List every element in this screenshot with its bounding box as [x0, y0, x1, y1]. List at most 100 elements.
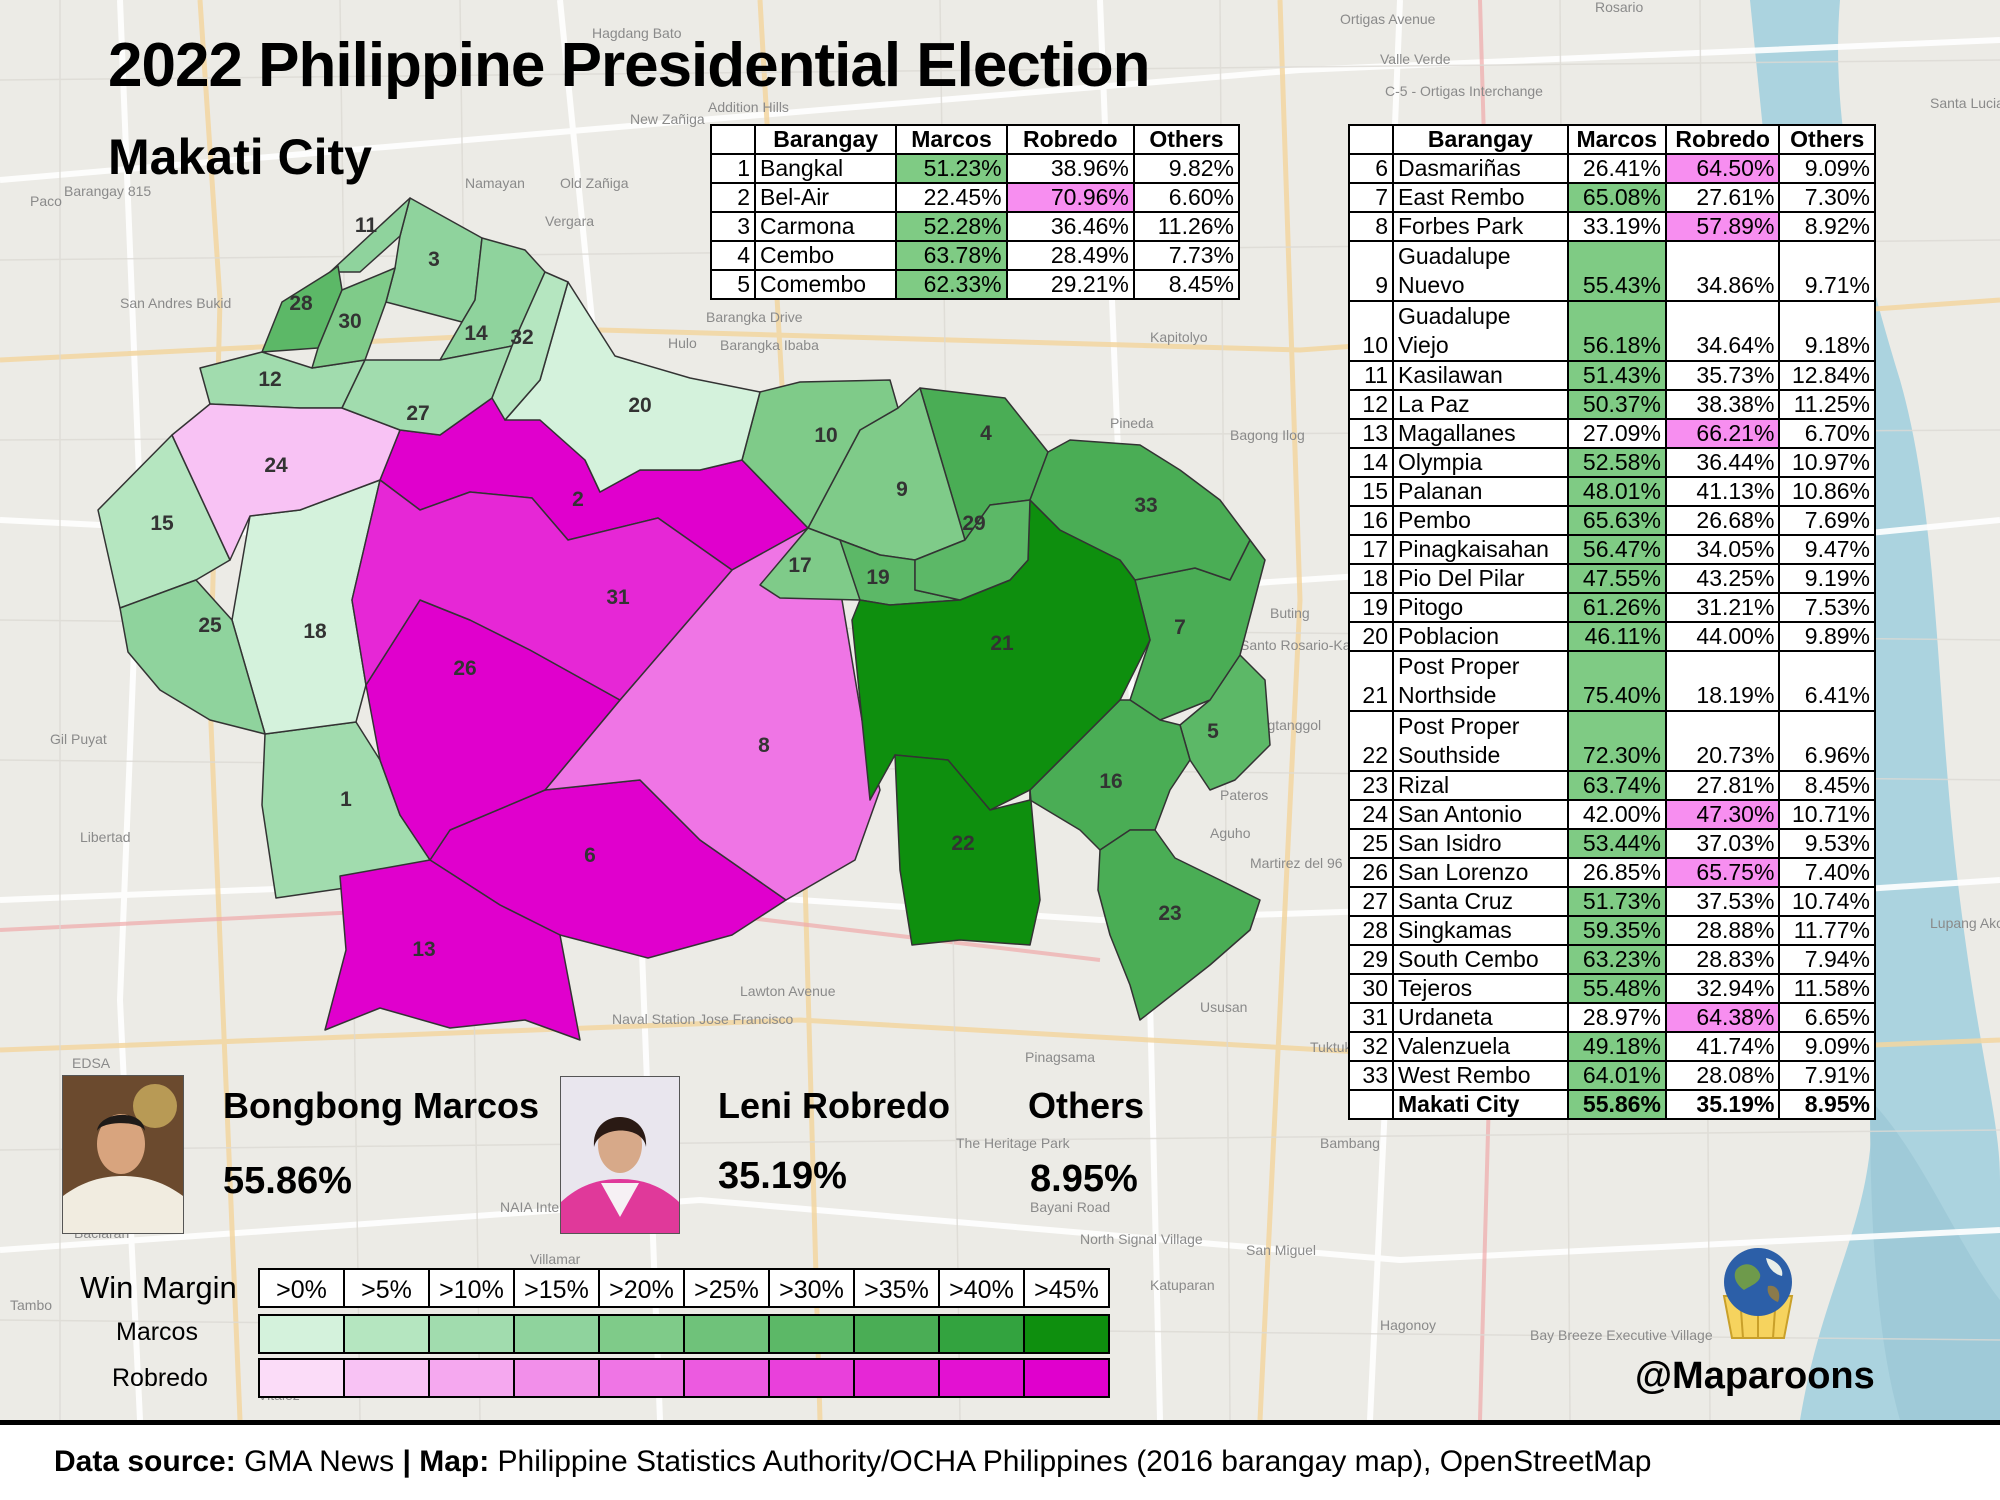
cell-robredo: 20.73% — [1664, 710, 1781, 772]
legend-swatch-marcos — [683, 1314, 770, 1354]
barangay-region-30 — [311, 267, 396, 369]
candidate-marcos-name: Bongbong Marcos — [223, 1085, 539, 1126]
table-header-row: Barangay Marcos Robredo Others — [1348, 124, 1876, 155]
cell-index: 23 — [1348, 770, 1394, 801]
cell-marcos: 50.37% — [1566, 389, 1667, 420]
barangay-label-29: 29 — [962, 512, 985, 535]
footer-source: Data source: GMA News | Map: Philippine … — [54, 1445, 1652, 1479]
table-row: 33 West Rembo 64.01% 28.08% 7.91% — [1348, 1060, 1876, 1091]
cell-marcos: 72.30% — [1566, 710, 1667, 772]
barangay-region-10 — [741, 379, 899, 529]
cell-others: 9.47% — [1778, 534, 1876, 565]
cell-robredo: 65.75% — [1664, 857, 1781, 888]
cell-index: 32 — [1348, 1031, 1394, 1062]
cell-index: 20 — [1348, 621, 1394, 652]
table-row: 4 Cembo 63.78% 28.49% 7.73% — [710, 240, 1241, 271]
legend-swatch-robredo — [683, 1358, 770, 1398]
cell-barangay: Valenzuela — [1392, 1031, 1569, 1062]
basemap-place-label: Bayani Road — [1030, 1199, 1110, 1215]
cell-index: 4 — [710, 240, 756, 271]
cell-barangay: East Rembo — [1392, 182, 1569, 213]
cell-index: 11 — [1348, 360, 1394, 391]
cell-barangay: Santa Cruz — [1392, 886, 1569, 917]
table-row: 19 Pitogo 61.26% 31.21% 7.53% — [1348, 592, 1876, 623]
basemap-place-label: Pinagsama — [1025, 1049, 1095, 1065]
cell-marcos: 28.97% — [1566, 1002, 1667, 1033]
basemap-place-label: Barangka Drive — [706, 309, 803, 325]
cell-marcos: 59.35% — [1566, 915, 1667, 946]
cell-marcos: 75.40% — [1566, 650, 1667, 712]
cell-others: 12.84% — [1778, 360, 1876, 391]
cell-index: 7 — [1348, 182, 1394, 213]
cell-index: 33 — [1348, 1060, 1394, 1091]
barangay-region-22 — [894, 754, 1041, 946]
cell-others: 11.25% — [1778, 389, 1876, 420]
barangay-label-31: 31 — [606, 586, 630, 609]
cell-barangay: Olympia — [1392, 447, 1569, 478]
cell-robredo: 28.08% — [1664, 1060, 1781, 1091]
cell-marcos: 46.11% — [1566, 621, 1667, 652]
barangay-label-26: 26 — [453, 657, 476, 680]
cell-others: 6.41% — [1778, 650, 1876, 712]
cell-robredo: 34.86% — [1664, 240, 1781, 302]
basemap-place-label: Aguho — [1210, 825, 1251, 841]
cell-others: 8.45% — [1778, 770, 1876, 801]
cell-others: 7.30% — [1778, 182, 1876, 213]
cell-others: 9.19% — [1778, 563, 1876, 594]
legend-row-robredo: Robredo — [112, 1364, 208, 1392]
candidate-others-name: Others — [1028, 1085, 1145, 1126]
barangay-label-24: 24 — [264, 454, 288, 477]
basemap-place-label: Katuparan — [1150, 1277, 1215, 1293]
table-row: 22 Post Proper Southside 72.30% 20.73% 6.96% — [1348, 710, 1876, 772]
basemap-place-label: Martirez del 96 — [1250, 855, 1343, 871]
cell-others: 10.71% — [1778, 799, 1876, 830]
legend-swatch-robredo — [938, 1358, 1025, 1398]
page-title: 2022 Philippine Presidential Election — [108, 31, 1150, 100]
barangay-name-line2: Viejo — [1398, 332, 1449, 358]
cell-barangay: South Cembo — [1392, 944, 1569, 975]
basemap-place-label: New Zañiga — [630, 111, 705, 127]
cell-robredo: 57.89% — [1664, 211, 1781, 242]
legend-swatch-robredo — [768, 1358, 855, 1398]
credit-handle: @Maparoons — [1635, 1355, 1875, 1397]
barangay-name-line1: Post Proper — [1398, 653, 1520, 679]
cell-others: 7.53% — [1778, 592, 1876, 623]
footer-separator: | — [402, 1445, 411, 1478]
cell-barangay: Urdaneta — [1392, 1002, 1569, 1033]
cell-marcos: 49.18% — [1566, 1031, 1667, 1062]
basemap-place-label: The Heritage Park — [956, 1135, 1071, 1151]
table-row: 32 Valenzuela 49.18% 41.74% 9.09% — [1348, 1031, 1876, 1062]
legend-title: Win Margin — [80, 1270, 237, 1305]
table-row: 11 Kasilawan 51.43% 35.73% 12.84% — [1348, 360, 1876, 391]
cell-others: 7.91% — [1778, 1060, 1876, 1091]
cell-barangay: Pitogo — [1392, 592, 1569, 623]
cell-marcos: 33.19% — [1566, 211, 1667, 242]
legend-threshold: >25% — [683, 1268, 770, 1308]
cell-barangay: Singkamas — [1392, 915, 1569, 946]
barangay-label-4: 4 — [980, 422, 992, 445]
table-row: 20 Poblacion 46.11% 44.00% 9.89% — [1348, 621, 1876, 652]
cell-robredo: 18.19% — [1664, 650, 1781, 712]
barangay-label-18: 18 — [303, 620, 327, 643]
cell-barangay: Cembo — [753, 240, 898, 271]
candidate-robredo-pct: 35.19% — [718, 1155, 847, 1197]
cell-marcos: 51.23% — [895, 153, 1008, 184]
cell-index: 25 — [1348, 828, 1394, 859]
cell-marcos: 62.33% — [895, 269, 1008, 300]
cell-index: 2 — [710, 182, 756, 213]
basemap-place-label: Gil Puyat — [50, 731, 107, 747]
cell-others: 8.95% — [1778, 1089, 1876, 1120]
cell-others: 9.09% — [1778, 153, 1876, 184]
page-subtitle: Makati City — [108, 129, 372, 185]
cell-marcos: 52.58% — [1566, 447, 1667, 478]
cell-index: 9 — [1348, 240, 1394, 302]
barangay-region-33 — [1029, 439, 1251, 581]
cell-barangay: Rizal — [1392, 770, 1569, 801]
table-row: 29 South Cembo 63.23% 28.83% 7.94% — [1348, 944, 1876, 975]
globe-cupcake-logo — [1722, 1248, 1794, 1339]
cell-marcos: 42.00% — [1566, 799, 1667, 830]
barangay-region-16 — [1029, 699, 1191, 851]
legend-threshold: >35% — [853, 1268, 940, 1308]
barangay-label-6: 6 — [584, 844, 596, 867]
legend-swatch-robredo — [1023, 1358, 1110, 1398]
